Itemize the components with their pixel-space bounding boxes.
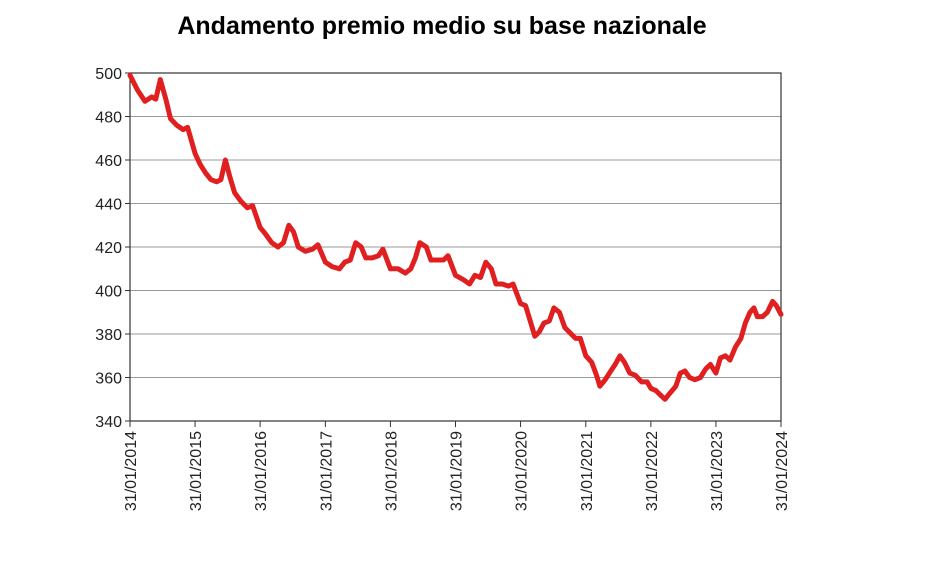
y-tick-label: 400: [95, 284, 122, 301]
y-tick-label: 500: [95, 66, 122, 83]
x-tick-label: 31/01/2017: [318, 431, 335, 511]
x-tick-label: 31/01/2015: [188, 431, 205, 511]
x-tick-label: 31/01/2016: [253, 431, 270, 511]
x-tick-label: 31/01/2019: [449, 431, 466, 511]
y-tick-label: 360: [95, 371, 122, 388]
x-tick-label: 31/01/2018: [383, 431, 400, 511]
y-tick-label: 420: [95, 240, 122, 257]
y-tick-label: 480: [95, 110, 122, 127]
axes: 340 360 380 400 420 440 460 480 500 31/01/2014 31/…: [95, 66, 791, 511]
x-tick-label: 31/01/2023: [709, 431, 726, 511]
grid-lines: [130, 116, 781, 378]
y-tick-label: 340: [95, 414, 122, 431]
x-tick-label: 31/01/2021: [579, 431, 596, 511]
y-tick-label: 380: [95, 327, 122, 344]
y-tick-label: 440: [95, 197, 122, 214]
chart-title: Andamento premio medio su base nazionale: [177, 12, 707, 40]
series-layer: [127, 72, 784, 402]
x-tick-label: 31/01/2014: [123, 431, 140, 511]
x-tick-label: 31/01/2020: [514, 431, 531, 511]
series-line: [127, 72, 784, 402]
x-tick-label: 31/01/2024: [774, 431, 791, 511]
x-tick-label: 31/01/2022: [644, 431, 661, 511]
y-tick-label: 460: [95, 153, 122, 170]
